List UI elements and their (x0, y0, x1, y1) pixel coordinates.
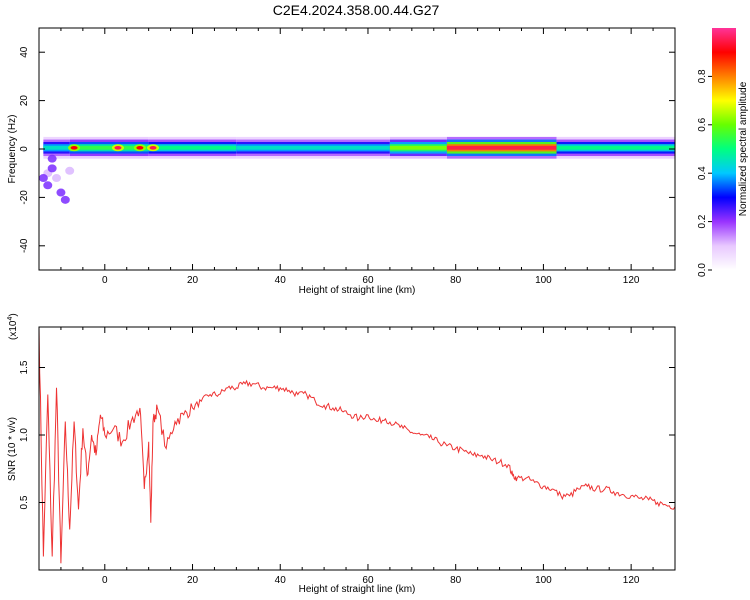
spectrogram-hotspot-core (136, 145, 144, 150)
snr-x-ticks: 0 20 40 60 80 100 120 (38, 327, 676, 586)
snr-plot-area (39, 327, 675, 570)
spectrogram-x-tick-label: 120 (623, 275, 640, 286)
snr-x-tick-label: 20 (187, 575, 199, 586)
snr-y-exponent: (x104) (7, 313, 19, 340)
snr-y-tick-label: 0.5 (19, 495, 30, 509)
colorbar-tick-label: 0.0 (697, 263, 708, 277)
colorbar-gradient (712, 28, 736, 270)
snr-y-exponent-close: ) (8, 313, 19, 316)
spectrogram-y-tick-label: 20 (19, 95, 30, 107)
snr-x-tick-label: 80 (450, 575, 462, 586)
spectrogram-scatter-blob (47, 164, 57, 173)
snr-x-tick-label: 100 (535, 575, 552, 586)
spectrogram-y-tick-label: -40 (19, 238, 30, 253)
snr-x-tick-label: 0 (102, 575, 108, 586)
spectrogram-band-cell (236, 145, 390, 150)
spectrogram-scatter-blob (56, 188, 66, 197)
snr-y-axis-label: SNR (10 * v/v) (7, 417, 18, 481)
spectrogram-scatter-blob (60, 195, 70, 204)
colorbar-tick-label: 0.4 (697, 166, 708, 180)
snr-frame (38, 326, 676, 571)
spectrogram-scatter-blob (65, 166, 75, 175)
colorbar-tick-label: 0.6 (697, 117, 708, 131)
spectrogram-scatter-blob (43, 181, 53, 190)
spectrogram-scatter-blob (52, 174, 62, 183)
spectrogram-x-tick-label: 0 (102, 275, 108, 286)
spectrogram-hotspot-core (149, 145, 157, 150)
spectrogram-x-ticks: 0 20 40 60 80 100 120 (38, 28, 676, 286)
snr-x-tick-label: 40 (275, 575, 287, 586)
spectrogram-panel: 0 20 40 60 80 100 120 -40 -20 0 20 40 Height of st… (7, 27, 676, 296)
snr-x-tick-label: 60 (362, 575, 374, 586)
colorbar-tick-label: 0.2 (697, 214, 708, 228)
snr-x-axis-label: Height of straight line (km) (299, 584, 416, 595)
spectrogram-band-cell (556, 145, 675, 150)
snr-y-tick-label: 1.0 (19, 428, 30, 442)
spectrogram-x-tick-label: 20 (187, 275, 199, 286)
spectrogram-scatter-blob (47, 154, 57, 163)
colorbar-ticks: 0.0 0.2 0.4 0.6 0.8 (697, 69, 712, 277)
spectrogram-y-axis-label: Frequency (Hz) (7, 115, 18, 184)
spectrogram-hotspot-core (70, 145, 78, 150)
snr-line-layer (38, 326, 676, 564)
spectrogram-y-tick-label: 0 (19, 146, 30, 152)
snr-y-exponent-power: 4 (7, 317, 14, 321)
colorbar-label: Normalized spectral amplitude (738, 81, 749, 216)
spectrogram-band-cell (43, 145, 70, 150)
spectrogram-band-cell (69, 145, 149, 150)
colorbar: 0.0 0.2 0.4 0.6 0.8 Normalized spectral ampl… (697, 28, 749, 277)
spectrogram-x-axis-label: Height of straight line (km) (299, 285, 416, 296)
spectrogram-x-tick-label: 80 (450, 275, 462, 286)
spectrogram-band-cell (446, 145, 557, 150)
spectrogram-scatter-blob (38, 174, 48, 183)
spectrogram-band-cell (148, 145, 237, 150)
svg-text:(x104): (x104) (7, 313, 19, 340)
spectrogram-band-cell (389, 145, 447, 150)
colorbar-tick-label: 0.8 (697, 69, 708, 83)
spectrogram-hotspot-core (114, 145, 122, 150)
spectrogram-y-tick-label: -20 (19, 190, 30, 205)
snr-series-line (38, 326, 676, 564)
snr-y-tick-label: 1.5 (19, 360, 30, 374)
spectrogram-x-tick-label: 60 (362, 275, 374, 286)
spectrogram-y-ticks: -40 -20 0 20 40 (19, 46, 675, 253)
chart-title: C2E4.2024.358.00.44.G27 (273, 2, 440, 18)
snr-y-exponent-base: (x10 (8, 320, 19, 340)
snr-x-tick-label: 120 (623, 575, 640, 586)
spectrogram-x-tick-label: 40 (275, 275, 287, 286)
spectrogram-y-tick-label: 40 (19, 46, 30, 58)
spectrogram-x-tick-label: 100 (535, 275, 552, 286)
spectrogram-heat-layer (38, 136, 675, 204)
snr-y-ticks: 0.5 1.0 1.5 (19, 360, 675, 509)
snr-panel: 0 20 40 60 80 100 120 0.5 1.0 1.5 Height of stra… (7, 313, 676, 595)
